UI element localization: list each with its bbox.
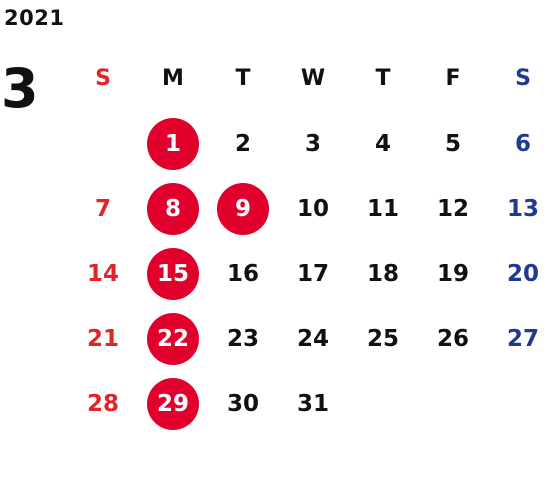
holiday-marker: 1 <box>147 117 199 170</box>
day-cell[interactable]: 31 <box>296 390 329 417</box>
day-cell[interactable]: 8 <box>138 176 208 241</box>
day-cell[interactable]: 26 <box>436 325 469 352</box>
day-cell[interactable]: 18 <box>366 260 399 287</box>
day-cell[interactable]: 19 <box>436 260 469 287</box>
day-cell-sunday[interactable]: 7 <box>94 195 111 222</box>
day-cell-saturday[interactable]: 27 <box>506 325 539 352</box>
day-cell[interactable]: 11 <box>366 195 399 222</box>
day-cell[interactable]: 29 <box>138 371 208 436</box>
month-number: 3 <box>1 57 39 120</box>
day-cell[interactable]: 17 <box>296 260 329 287</box>
weekday-header-tue: T <box>235 66 251 91</box>
day-cell-empty <box>68 111 138 176</box>
day-cell[interactable]: 3 <box>304 130 321 157</box>
holiday-marker: 8 <box>147 182 199 235</box>
day-cell-saturday[interactable]: 20 <box>506 260 539 287</box>
day-cell-sunday[interactable]: 14 <box>86 260 119 287</box>
weekday-header-fri: F <box>445 66 461 91</box>
day-cell[interactable]: 4 <box>374 130 391 157</box>
day-cell-empty <box>488 371 548 436</box>
day-cell[interactable]: 1 <box>138 111 208 176</box>
weekday-header-mon: M <box>162 66 184 91</box>
day-cell[interactable]: 12 <box>436 195 469 222</box>
day-cell[interactable]: 30 <box>226 390 259 417</box>
day-cell-saturday[interactable]: 13 <box>506 195 539 222</box>
day-cell[interactable]: 2 <box>234 130 251 157</box>
weekday-header-sat: S <box>515 66 531 91</box>
day-cell[interactable]: 25 <box>366 325 399 352</box>
calendar-grid: S M T W T F S 1 2 3 4 5 6 7 8 9 10 11 12… <box>68 46 548 436</box>
day-cell-sunday[interactable]: 21 <box>86 325 119 352</box>
day-cell-saturday[interactable]: 6 <box>514 130 531 157</box>
weekday-header-sun: S <box>95 66 111 91</box>
holiday-marker: 29 <box>147 377 199 430</box>
day-cell[interactable]: 10 <box>296 195 329 222</box>
day-cell[interactable]: 24 <box>296 325 329 352</box>
day-cell[interactable]: 23 <box>226 325 259 352</box>
day-cell-empty <box>418 371 488 436</box>
day-cell-sunday[interactable]: 28 <box>86 390 119 417</box>
day-cell[interactable]: 22 <box>138 306 208 371</box>
weekday-header-wed: W <box>300 66 326 91</box>
holiday-marker: 9 <box>217 182 269 235</box>
holiday-marker: 15 <box>147 247 199 300</box>
day-cell[interactable]: 15 <box>138 241 208 306</box>
day-cell[interactable]: 16 <box>226 260 259 287</box>
year-label: 2021 <box>4 6 65 30</box>
weekday-header-thu: T <box>375 66 391 91</box>
day-cell[interactable]: 5 <box>444 130 461 157</box>
holiday-marker: 22 <box>147 312 199 365</box>
day-cell-empty <box>348 371 418 436</box>
day-cell[interactable]: 9 <box>208 176 278 241</box>
